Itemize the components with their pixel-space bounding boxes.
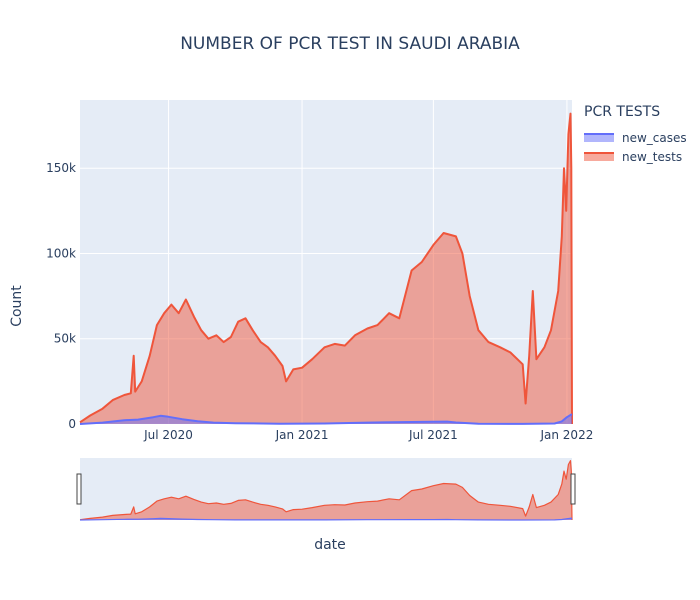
x-tick-label: Jan 2021 — [275, 428, 329, 442]
y-tick-label: 50k — [54, 332, 76, 346]
range-slider[interactable] — [76, 458, 576, 521]
legend-swatch-new-tests — [584, 152, 614, 161]
legend-label-new-tests: new_tests — [622, 149, 683, 164]
main-plot-area[interactable]: 0 50k 100k 150k Jul 2020 Jan 2021 Jul 2021 Jan … — [46, 100, 593, 442]
legend-item-new-cases[interactable]: new_cases — [584, 128, 687, 147]
slider-handle-right[interactable] — [570, 473, 576, 505]
line-new-cases — [79, 517, 573, 521]
x-tick-label: Jan 2022 — [539, 428, 593, 442]
y-tick-label: 100k — [46, 246, 76, 260]
x-axis-title: date — [314, 537, 346, 553]
chart-title: NUMBER OF PCR TEST IN SAUDI ARABIA — [180, 34, 520, 54]
legend-swatch-new-cases — [584, 133, 614, 142]
legend-label-new-cases: new_cases — [622, 130, 687, 145]
y-tick-label: 150k — [46, 161, 76, 175]
legend-title: PCR TESTS — [584, 104, 661, 120]
area-new-tests — [80, 460, 572, 520]
legend: PCR TESTS new_cases new_tests — [584, 104, 687, 166]
y-tick-label: 0 — [68, 417, 76, 431]
line-new-tests — [79, 460, 573, 521]
x-tick-label: Jul 2021 — [408, 428, 458, 442]
area-new-tests — [80, 113, 572, 424]
x-tick-label: Jul 2020 — [143, 428, 193, 442]
line-new-cases — [79, 413, 573, 425]
slider-handle-left[interactable] — [76, 473, 82, 505]
legend-item-new-tests[interactable]: new_tests — [584, 147, 687, 166]
line-new-tests — [79, 112, 573, 425]
